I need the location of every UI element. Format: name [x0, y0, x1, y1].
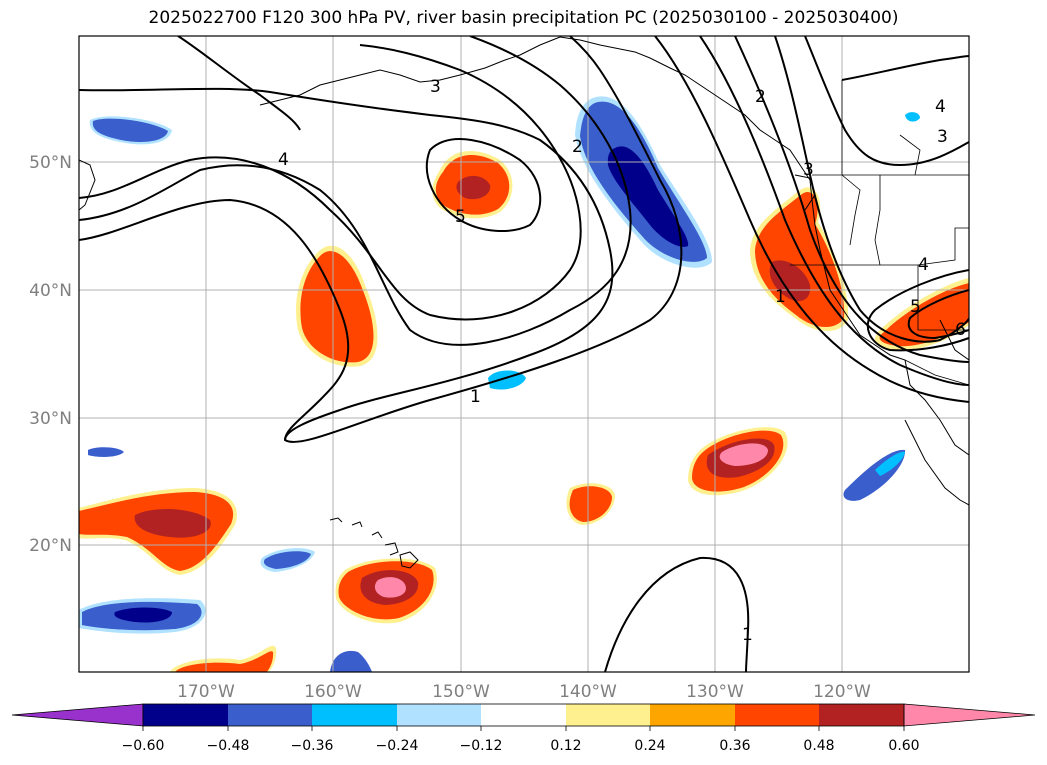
contour-label: 6 [955, 320, 966, 340]
lon-label-120w: 120°W [813, 682, 871, 702]
colorbar-segment [397, 704, 481, 726]
negative-anomaly-baja [843, 449, 906, 501]
lon-label-170w: 170°W [177, 682, 235, 702]
colorbar: −0.60 −0.48 −0.36 −0.24 −0.12 0.12 0.24 … [11, 703, 1036, 754]
colorbar-segment [481, 704, 566, 726]
colorbar-segment [143, 704, 228, 726]
colorbar-segment [228, 704, 312, 726]
negative-anomaly-south-west [79, 598, 206, 634]
negative-anomaly-tiny [905, 112, 920, 122]
contour-label: 5 [910, 297, 921, 317]
hawaiian-islands [329, 517, 419, 569]
lat-label-40n: 40°N [29, 281, 72, 301]
positive-anomaly-far-west [79, 488, 237, 575]
map-area: 3 4 4 3 2 2 3 5 1 1 1 4 5 6 [78, 35, 970, 673]
contour-label: 4 [918, 255, 929, 275]
map-frame [78, 35, 970, 673]
positive-anomaly-west [296, 245, 378, 367]
lat-label-20n: 20°N [29, 536, 72, 556]
borders [790, 80, 969, 386]
contour-label: 3 [430, 77, 441, 97]
colorbar-segment [566, 704, 650, 726]
negative-anomaly-small-1 [260, 548, 315, 572]
colorbar-tick-label: −0.48 [207, 738, 250, 754]
lat-label-50n: 50°N [29, 153, 72, 173]
lon-label-160w: 160°W [304, 682, 362, 702]
colorbar-tick-label: 0.60 [888, 738, 919, 754]
contour-label: 3 [937, 127, 948, 147]
colorbar-extend-left [11, 703, 144, 727]
colorbar-tick-label: 0.36 [719, 738, 750, 754]
lon-label-130w: 130°W [686, 682, 744, 702]
contour-label: 2 [755, 87, 766, 107]
positive-anomaly-small [566, 483, 615, 525]
colorbar-tick-label: 0.48 [803, 738, 834, 754]
colorbar-segment [735, 704, 819, 726]
negative-anomaly-small-3 [88, 447, 124, 457]
colorbar-tick-label: 0.24 [634, 738, 665, 754]
colorbar-tick-label: 0.12 [550, 738, 581, 754]
colorbar-tick-label: −0.24 [376, 738, 419, 754]
colorbar-extend-right [903, 703, 1036, 727]
positive-anomaly-hawaii [335, 558, 437, 624]
colorbar-segment [819, 704, 904, 726]
lon-label-140w: 140°W [559, 682, 617, 702]
positive-anomaly-bottom [170, 645, 277, 672]
contour-label: 4 [935, 97, 946, 117]
pv-contours [79, 36, 969, 672]
colorbar-tick-label: −0.36 [291, 738, 334, 754]
latitude-labels: 50°N 40°N 30°N 20°N [29, 153, 72, 556]
colorbar-segment [650, 704, 735, 726]
contour-label: 2 [572, 137, 583, 157]
positive-anomaly-central-pacific [432, 150, 513, 219]
negative-anomaly-small-4 [330, 650, 372, 672]
contour-labels: 3 4 4 3 2 2 3 5 1 1 1 4 5 6 [278, 77, 966, 645]
contour-label: 5 [455, 207, 466, 227]
contour-label: 1 [775, 287, 786, 307]
contour-label: 4 [278, 150, 289, 170]
colorbar-tick-label: −0.12 [460, 738, 503, 754]
lon-label-150w: 150°W [432, 682, 490, 702]
colorbar-tick-label: −0.60 [122, 738, 165, 754]
colorbar-ticks [142, 726, 905, 731]
map-title: 2025022700 F120 300 hPa PV, river basin … [148, 8, 899, 28]
colorbar-segment [312, 704, 397, 726]
negative-anomaly-northwest [89, 116, 172, 145]
contour-label: 1 [742, 625, 753, 645]
contour-label: 1 [470, 387, 481, 407]
contour-label: 3 [803, 160, 814, 180]
positive-anomaly-great-basin [875, 278, 969, 351]
longitude-labels: 170°W 160°W 150°W 140°W 130°W 120°W [177, 682, 871, 702]
lat-label-30n: 30°N [29, 409, 72, 429]
